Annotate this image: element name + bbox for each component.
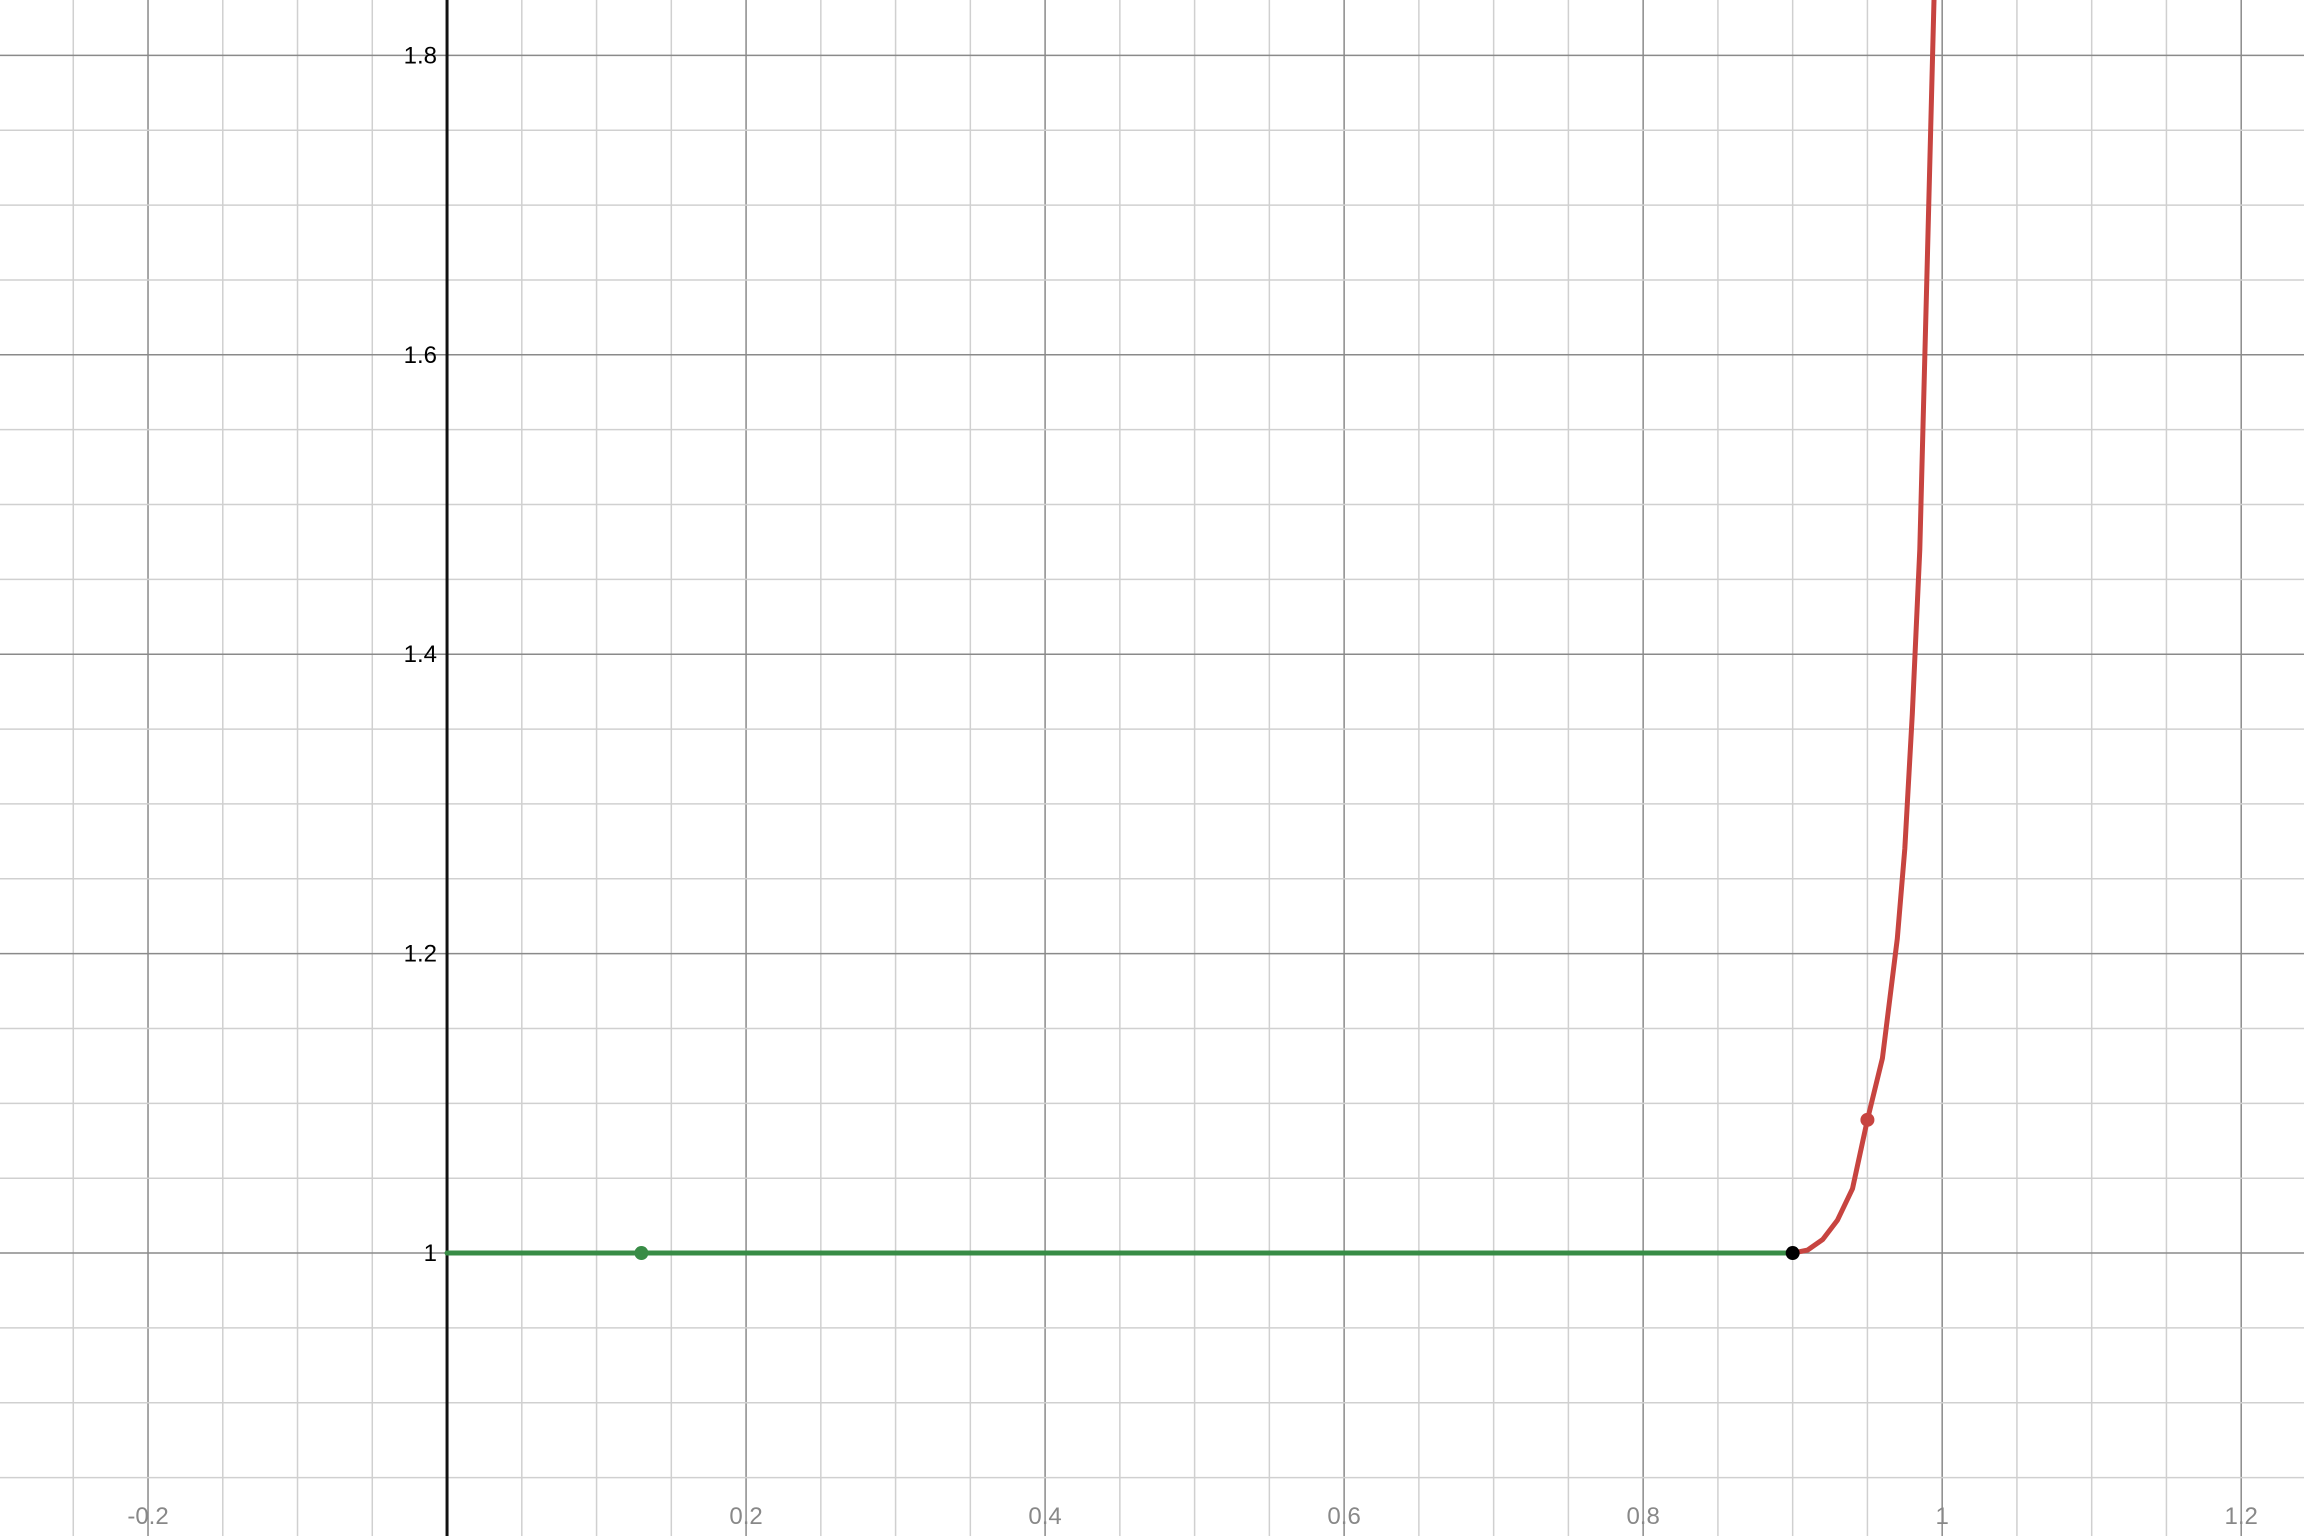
- y-tick-label: 1: [424, 1240, 437, 1267]
- data-point: [1785, 1246, 1800, 1261]
- x-tick-label: 1: [1935, 1503, 1948, 1530]
- x-tick-label: 0.4: [1028, 1503, 1061, 1530]
- series-line-1: [1790, 0, 1937, 1256]
- y-tick-label: 1.2: [404, 941, 437, 968]
- data-point: [634, 1246, 649, 1261]
- y-tick-label: 1.6: [404, 342, 437, 369]
- y-tick-label: 1.4: [404, 641, 437, 668]
- x-tick-label: 0.2: [729, 1503, 762, 1530]
- y-tick-label: 1.8: [404, 42, 437, 69]
- x-tick-label: 1.2: [2225, 1503, 2258, 1530]
- data-point: [1860, 1112, 1875, 1127]
- x-tick-label: 0.6: [1327, 1503, 1360, 1530]
- x-tick-label: -0.2: [127, 1503, 168, 1530]
- x-tick-label: 0.8: [1626, 1503, 1659, 1530]
